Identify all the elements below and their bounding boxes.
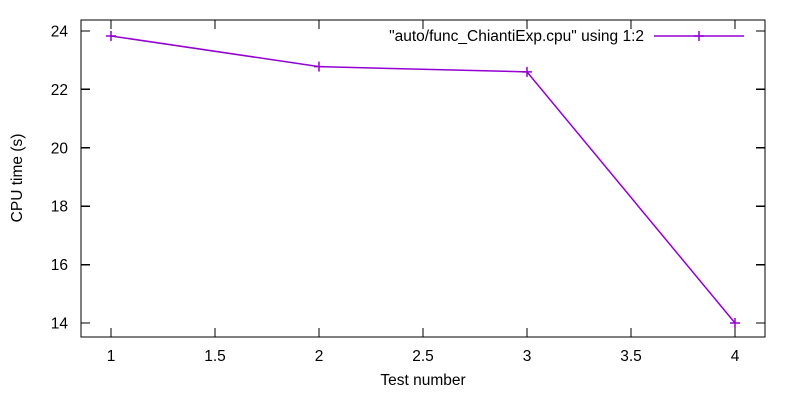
data-series-group bbox=[106, 30, 740, 328]
legend-line-sample bbox=[654, 31, 744, 41]
x-tick-label: 1 bbox=[107, 348, 116, 365]
legend: "auto/func_ChiantiExp.cpu" using 1:2 bbox=[389, 28, 744, 45]
x-tick-label: 2.5 bbox=[412, 348, 434, 365]
y-tick-label: 22 bbox=[51, 82, 68, 99]
x-tick-label: 3.5 bbox=[620, 348, 642, 365]
y-tick-label: 20 bbox=[51, 140, 69, 157]
y-tick-label: 24 bbox=[51, 24, 69, 41]
legend-entry-label: "auto/func_ChiantiExp.cpu" using 1:2 bbox=[389, 28, 644, 45]
series-line bbox=[110, 35, 736, 324]
y-tick-label: 16 bbox=[51, 257, 68, 274]
y-axis-title: CPU time (s) bbox=[9, 134, 26, 223]
x-tick-label: 2 bbox=[315, 348, 324, 365]
data-point-marker bbox=[106, 30, 116, 41]
x-tick-label: 3 bbox=[523, 348, 532, 365]
y-tick-label: 14 bbox=[51, 316, 69, 333]
x-axis-title: Test number bbox=[380, 372, 465, 389]
data-point-marker bbox=[522, 66, 532, 77]
y-tick-label: 18 bbox=[51, 199, 68, 216]
data-point-marker bbox=[730, 318, 740, 328]
data-point-marker bbox=[314, 61, 324, 72]
y-axis-ticks: 14 16 18 20 22 24 bbox=[51, 24, 765, 333]
x-tick-label: 1.5 bbox=[204, 348, 226, 365]
x-axis-ticks: 1 1.5 2 2.5 3 3.5 4 bbox=[107, 20, 740, 365]
x-tick-label: 4 bbox=[731, 348, 740, 365]
